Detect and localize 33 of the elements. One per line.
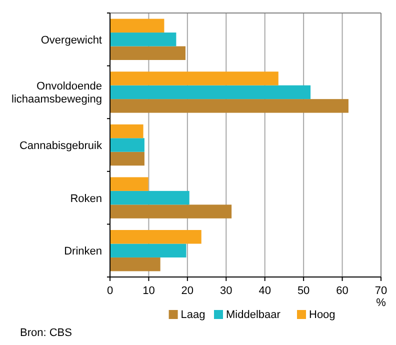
bar xyxy=(110,204,232,218)
bar xyxy=(110,32,176,46)
legend-label: Hoog xyxy=(309,309,336,321)
x-axis-title: % xyxy=(376,297,386,309)
text: Bron: CBS xyxy=(20,327,72,339)
x-tick-label: 40 xyxy=(258,285,271,297)
bar xyxy=(110,72,278,86)
y-tick-label: Roken xyxy=(70,192,102,205)
x-tick-label: 30 xyxy=(220,285,232,297)
x-tick-label: 10 xyxy=(142,285,155,297)
x-tick-label: 0 xyxy=(106,285,114,297)
bar xyxy=(110,190,190,205)
bar xyxy=(110,46,186,60)
bar xyxy=(110,124,144,138)
x-tick-label: 70 xyxy=(374,285,388,297)
legend-label: Middelbaar xyxy=(226,309,281,321)
x-tick-label: 20 xyxy=(181,285,194,297)
y-tick-label: Onvoldoende lichaamsbeweging xyxy=(12,80,102,106)
bar xyxy=(110,152,144,166)
bar xyxy=(110,230,202,244)
legend-label: Laag xyxy=(180,309,206,321)
y-tick-label: Drinken xyxy=(64,246,102,258)
x-tick-label: 60 xyxy=(336,285,348,297)
bar xyxy=(110,244,186,258)
y-tick-label: Overgewicht xyxy=(40,34,102,46)
bar xyxy=(110,138,144,152)
y-tick-label: Cannabisgebruik xyxy=(19,140,102,152)
bar xyxy=(110,85,311,100)
bar xyxy=(110,18,164,33)
x-tick-label: 50 xyxy=(297,285,310,297)
bar xyxy=(110,99,348,113)
bar xyxy=(110,257,160,272)
bar xyxy=(110,177,148,191)
